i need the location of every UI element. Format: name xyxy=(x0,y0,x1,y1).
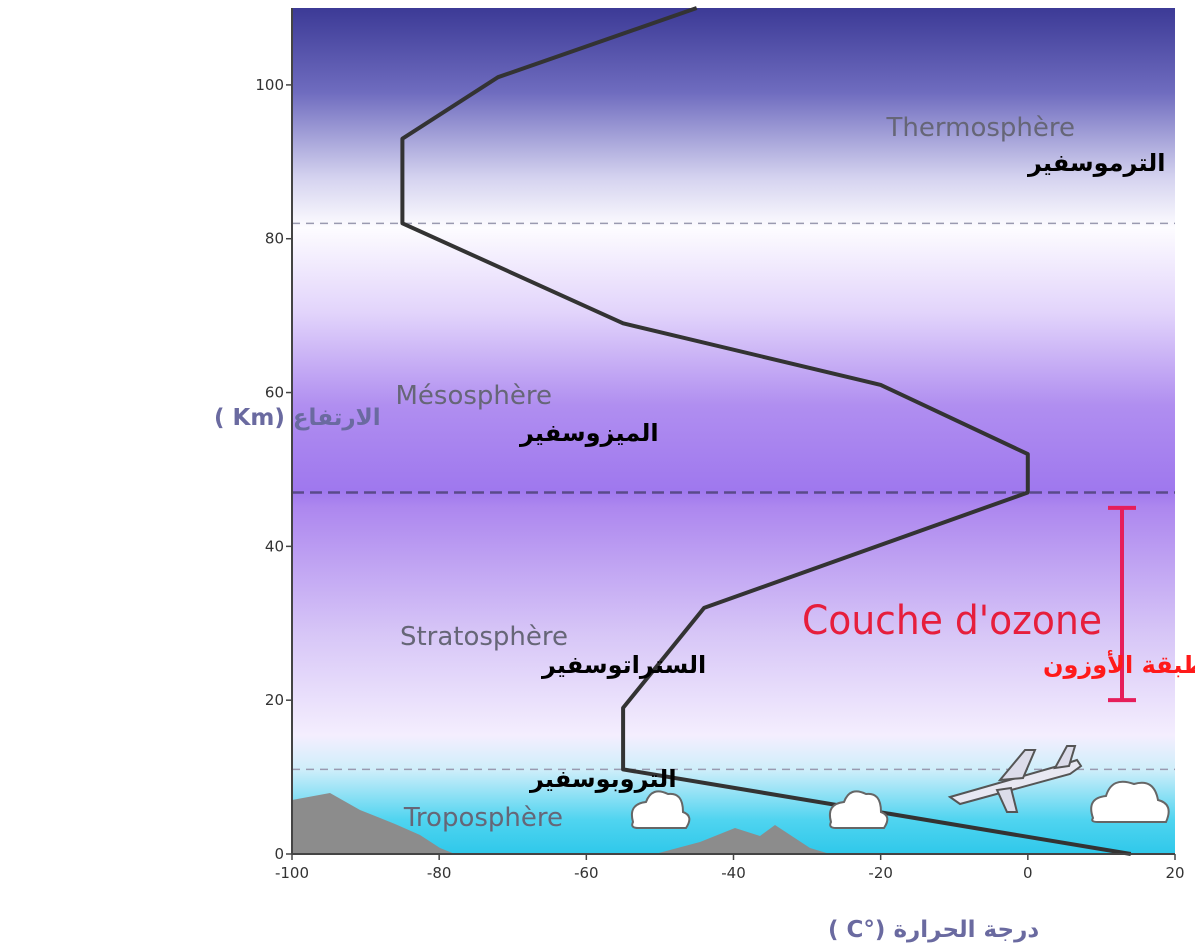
layer-label-stratosphere-ar: الستراتوسفير xyxy=(541,651,706,679)
layer-label-mesosphere-ar: الميزوسفير xyxy=(519,419,659,447)
x-tick-label: -100 xyxy=(275,864,309,882)
layer-label-thermosphere-fr: Thermosphère xyxy=(886,113,1075,143)
y-tick-label: 20 xyxy=(265,691,284,709)
ozone-label-ar: طبقة الأوزون xyxy=(1043,650,1195,679)
x-tick-label: -60 xyxy=(574,864,599,882)
ozone-label-fr: Couche d'ozone xyxy=(802,598,1102,644)
x-tick-label: 20 xyxy=(1165,864,1184,882)
y-tick-label: 80 xyxy=(265,230,284,248)
layer-label-mesosphere-fr: Mésosphère xyxy=(395,381,552,411)
x-tick-label: 0 xyxy=(1023,864,1033,882)
y-tick-label: 100 xyxy=(255,76,284,94)
y-tick-label: 60 xyxy=(265,384,284,402)
layer-label-troposphere-ar: التروبوسفير xyxy=(529,765,677,793)
layer-label-stratosphere-fr: Stratosphère xyxy=(400,622,568,652)
y-axis-title: الارتفاع (Km ) xyxy=(214,405,381,431)
x-axis-title: درجة الحرارة (°C ) xyxy=(828,917,1039,943)
x-tick-label: -40 xyxy=(721,864,746,882)
y-tick-label: 40 xyxy=(265,537,284,555)
layer-label-troposphere-fr: Troposphère xyxy=(403,803,563,833)
x-tick-label: -20 xyxy=(868,864,893,882)
x-tick-label: -80 xyxy=(427,864,452,882)
layer-label-thermosphere-ar: الترموسفير xyxy=(1027,149,1165,177)
y-tick-label: 0 xyxy=(274,845,284,863)
